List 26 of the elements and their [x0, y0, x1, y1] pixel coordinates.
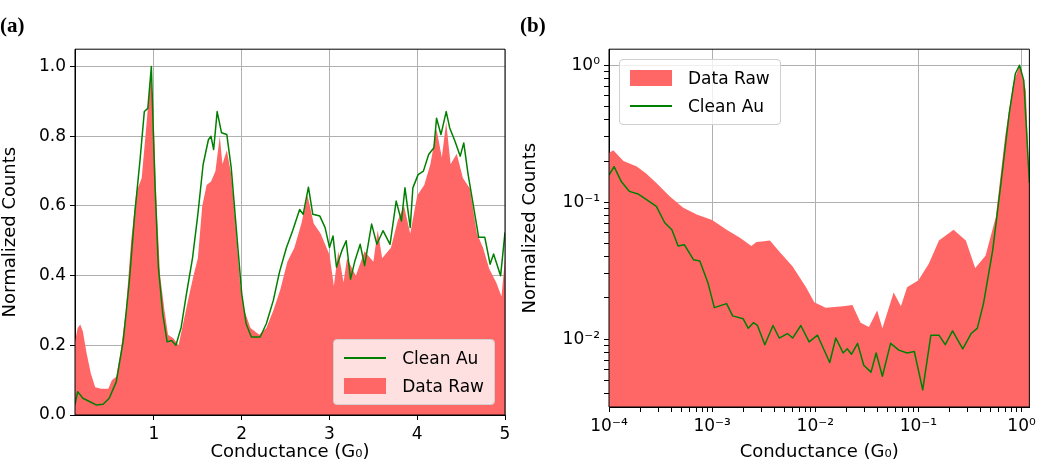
x-tick-label: 10⁻³: [693, 414, 731, 435]
y-tick-label: 0.8: [38, 124, 66, 145]
x-tick-label: 10⁻⁴: [590, 414, 628, 435]
x-tick-label: 5: [499, 422, 511, 443]
legend-label: Data Raw: [402, 376, 484, 396]
x-tick-label: 10⁰: [1007, 414, 1036, 435]
x-tick-label: 10⁻¹: [899, 414, 938, 435]
y-tick-label: 1.0: [38, 55, 66, 76]
legend-label: Clean Au: [402, 348, 479, 368]
y-axis-title: Normalized Counts: [0, 146, 20, 318]
x-axis-title: Conductance (G₀): [739, 439, 899, 461]
y-tick-label: 0.0: [38, 403, 66, 424]
x-tick-label: 10⁻²: [796, 414, 835, 435]
y-tick-label: 0.4: [38, 264, 66, 285]
y-tick-label: 10⁻¹: [562, 190, 600, 211]
y-tick-label: 0.2: [38, 333, 66, 354]
x-tick-label: 1: [148, 422, 160, 443]
chart-title: (a): [0, 13, 25, 38]
legend-label: Data Raw: [688, 68, 770, 89]
y-tick-label: 0.6: [38, 194, 66, 215]
y-tick-label: 10⁻²: [562, 327, 600, 348]
y-tick-label: 10⁰: [571, 53, 601, 74]
chart-title: (b): [520, 13, 546, 38]
y-axis-title: Normalized Counts: [518, 142, 540, 314]
legend-label: Clean Au: [688, 96, 765, 117]
x-tick-label: 4: [411, 422, 423, 443]
